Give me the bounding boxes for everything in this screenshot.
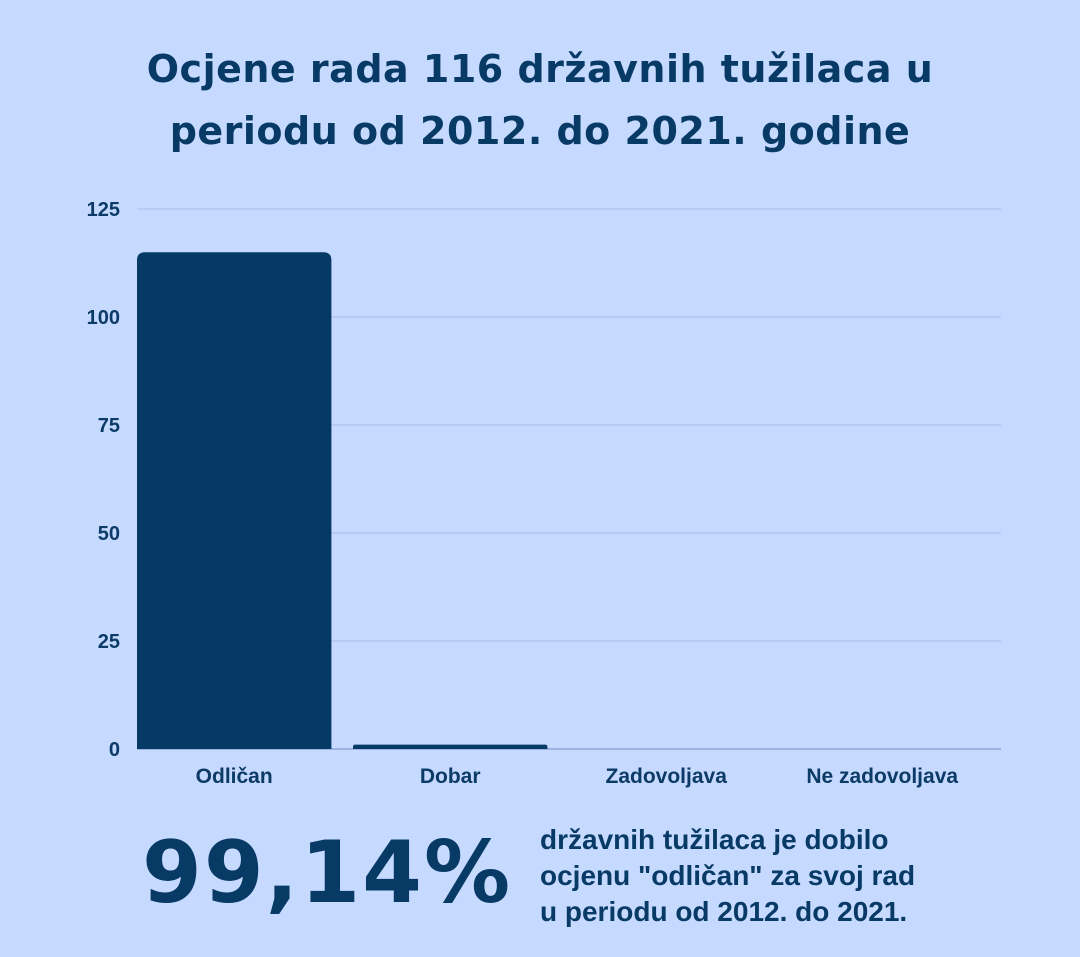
- x-tick-label: Zadovoljava: [606, 765, 728, 788]
- stat-description: državnih tužilaca je dobilo ocjenu "odli…: [540, 822, 1040, 930]
- chart-title-line-1: Ocjene rada 116 državnih tužilaca u: [146, 47, 934, 91]
- y-axis-ticks: 0 25 50 75 100 125: [87, 199, 120, 761]
- bar: [137, 252, 332, 749]
- chart-title: Ocjene rada 116 državnih tužilaca u peri…: [0, 38, 1080, 162]
- bar: [353, 744, 548, 749]
- x-tick-label: Ne zadovoljava: [806, 765, 958, 788]
- y-tick-label: 0: [109, 739, 120, 761]
- y-tick-label: 50: [98, 523, 120, 545]
- y-tick-label: 75: [98, 415, 120, 437]
- bar-chart: 0 25 50 75 100 125 Odličan Dobar Zadovoljava Ne …: [87, 199, 1001, 788]
- x-axis-ticks: Odličan Dobar Zadovoljava Ne zadovoljava: [196, 765, 959, 788]
- chart-title-line-2: periodu od 2012. do 2021. godine: [169, 109, 911, 153]
- bars: [137, 252, 548, 749]
- stat-description-line-3: u periodu od 2012. do 2021.: [540, 896, 908, 927]
- x-tick-label: Dobar: [420, 765, 481, 788]
- y-tick-label: 25: [98, 631, 120, 653]
- stat-description-line-2: ocjenu "odličan" za svoj rad: [540, 860, 916, 891]
- y-tick-label: 100: [87, 307, 120, 329]
- x-tick-label: Odličan: [196, 765, 273, 788]
- percent-stat: 99,14%: [142, 823, 513, 923]
- stat-description-line-1: državnih tužilaca je dobilo: [540, 824, 889, 855]
- y-tick-label: 125: [87, 199, 120, 221]
